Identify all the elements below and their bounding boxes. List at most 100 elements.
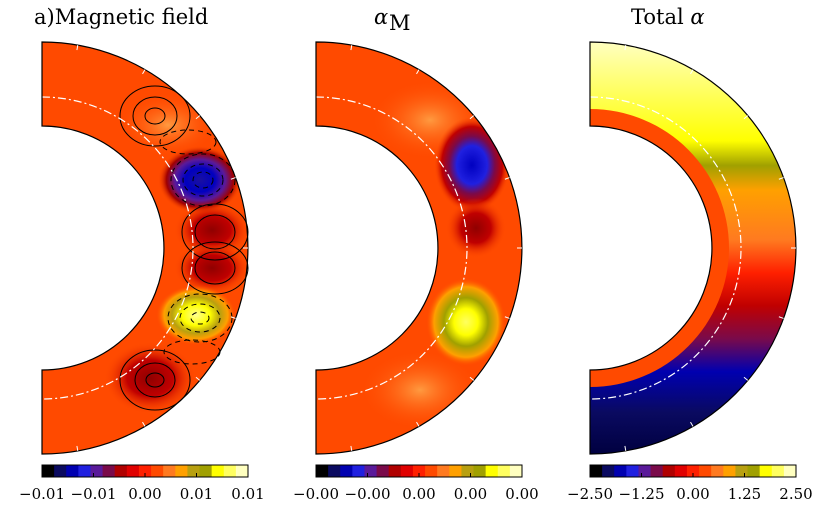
rim-tick (195, 376, 201, 381)
colorbar-tick-label: 0.01 (180, 485, 213, 503)
colorbar-swatch (352, 465, 365, 477)
panel-3-inner-band (590, 109, 729, 387)
colorbar-swatch (199, 465, 213, 477)
colorbar-swatch (747, 465, 761, 477)
panel-3-title-symbol: α (690, 5, 704, 29)
colorbar-swatch (437, 465, 450, 477)
colorbar-swatch (90, 465, 104, 477)
field-blob-yellow (156, 285, 236, 345)
colorbar-tick-label: −0.01 (71, 485, 117, 503)
rim-tick (469, 115, 475, 120)
colorbar-swatch (590, 465, 603, 477)
rim-tick (142, 421, 146, 427)
colorbar-swatch (509, 465, 523, 477)
colorbar-tick-label: 0.00 (676, 485, 709, 503)
rim-tick (76, 45, 79, 51)
panel-2-outline (315, 41, 523, 455)
colorbar-swatch (114, 465, 128, 477)
field-blob-red-1 (174, 202, 248, 258)
colorbar-swatch (771, 465, 785, 477)
panel-1-contours (119, 85, 249, 411)
panel-3-title-word: Total (631, 5, 690, 29)
panel-2-title: α M (374, 5, 411, 35)
colorbar-swatch (638, 465, 652, 477)
panel-total-alpha: Total α (589, 5, 797, 455)
colorbar-swatch (328, 465, 341, 477)
colorbar-swatch (163, 465, 176, 477)
rim-tick (690, 421, 694, 427)
colorbar-tick-label: 0.00 (128, 485, 161, 503)
colorbar-tick-label: 2.50 (779, 485, 812, 503)
colorbar-swatch (175, 465, 188, 477)
colorbar-swatch (425, 465, 438, 477)
panel-1-title: a)Magnetic field (34, 5, 208, 29)
colorbar-swatch (626, 465, 639, 477)
panel-1-field-blobs (104, 93, 248, 414)
panel-alpha-m: α M (315, 5, 523, 455)
colorbar-swatch (400, 465, 414, 477)
colorbar-swatch (187, 465, 201, 477)
alpha-m-blob-red (446, 198, 506, 258)
panel-2-field-blobs (360, 80, 510, 430)
colorbar-tick-label: −2.50 (567, 485, 613, 503)
colorbar-swatch (66, 465, 79, 477)
colorbar-swatch (340, 465, 353, 477)
rim-tick (416, 69, 420, 75)
rim-tick (142, 69, 146, 75)
colorbar-swatch (473, 465, 487, 477)
colorbar-swatch (316, 465, 329, 477)
colorbar-swatch (662, 465, 676, 477)
rim-tick (743, 376, 749, 381)
rim-tick (195, 115, 201, 120)
colorbar-swatch (783, 465, 797, 477)
panel-3-shell (590, 42, 796, 454)
rim-tick (778, 177, 784, 180)
rim-tick (230, 177, 236, 180)
panel-1-guide-line (41, 96, 194, 400)
colorbar-tick-label: −1.25 (619, 485, 665, 503)
panel-3-guide-line (589, 96, 742, 400)
colorbar-swatch (42, 465, 55, 477)
panel-3-title: Total α (631, 5, 705, 29)
colorbar-swatch (759, 465, 773, 477)
colorbar-swatch (461, 465, 475, 477)
colorbars: −0.01 −0.01 0.00 0.01 0.01 −0.00 −0.00 0.00 0.00… (19, 464, 813, 503)
rim-tick (624, 45, 627, 51)
rim-tick (743, 115, 749, 120)
colorbar-2: −0.00 −0.00 0.00 0.00 0.00 (293, 464, 539, 503)
colorbar-swatch (412, 465, 426, 477)
colorbar-tick-label: 0.01 (231, 485, 264, 503)
colorbar-tick-label: −0.01 (19, 485, 65, 503)
panel-1-outline (41, 41, 249, 455)
rim-tick (504, 316, 510, 319)
colorbar-swatch (485, 465, 499, 477)
alpha-m-blob-light-south (360, 350, 480, 430)
field-blob-light (118, 93, 218, 157)
colorbar-1: −0.01 −0.01 0.00 0.01 0.01 (19, 464, 265, 503)
colorbar-swatch (650, 465, 664, 477)
colorbar-tick-label: 0.00 (505, 485, 538, 503)
rim-tick (469, 376, 475, 381)
colorbar-3: −2.50 −1.25 0.00 1.25 2.50 (567, 464, 813, 503)
colorbar-tick-label: 0.00 (454, 485, 487, 503)
colorbar-tick-label: 1.25 (728, 485, 761, 503)
colorbar-swatch (388, 465, 402, 477)
rim-tick (350, 45, 353, 51)
colorbar-swatch (78, 465, 91, 477)
panel-2-title-sub: M (389, 11, 411, 35)
colorbar-swatch (723, 465, 736, 477)
rim-tick (416, 421, 420, 427)
panel-2-title-symbol: α (374, 5, 388, 29)
colorbar-swatch (223, 465, 237, 477)
field-blob-dark-red (104, 342, 196, 414)
panel-3-outline (589, 41, 797, 455)
panel-2-guide-line (315, 96, 468, 400)
colorbar-swatch (602, 465, 615, 477)
colorbar-swatch (211, 465, 225, 477)
colorbar-swatch (126, 465, 140, 477)
rim-tick (624, 445, 627, 451)
rim-tick (778, 316, 784, 319)
rim-tick (690, 69, 694, 75)
colorbar-swatch (735, 465, 749, 477)
colorbar-tick-label: −0.00 (345, 485, 391, 503)
